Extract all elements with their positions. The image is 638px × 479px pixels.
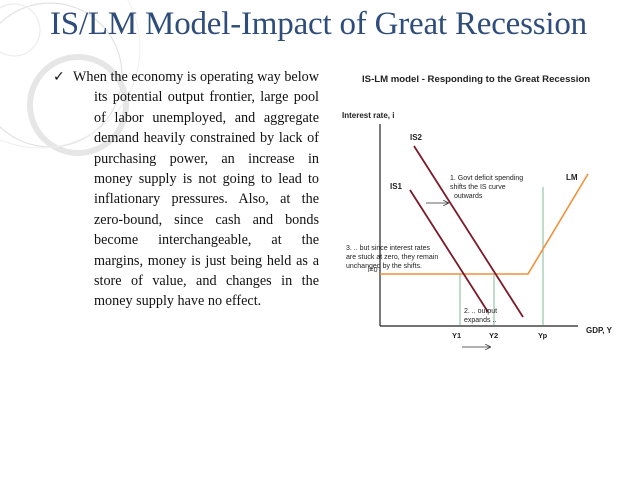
- lm-curve: [380, 173, 589, 275]
- is1-curve: [409, 189, 489, 313]
- deco-circle-small: [0, 3, 41, 57]
- annotation-3-line-1: 3. .. but since interest rates: [346, 245, 431, 252]
- annotation-2-line-1: 2. .. output: [464, 308, 497, 315]
- y2-label: Y2: [489, 331, 498, 340]
- annotation-3: 3. .. but since interest rates are stuck…: [346, 245, 440, 270]
- bullet-text: When the economy is operating way below …: [73, 69, 319, 310]
- yp-label: Yp: [538, 331, 548, 340]
- y-axis-label: Interest rate, i: [342, 111, 394, 120]
- checkmark-icon: ✓: [53, 69, 65, 85]
- y1-label: Y1: [452, 331, 461, 340]
- diagram-title: IS-LM model - Responding to the Great Re…: [362, 74, 590, 85]
- annotation-2-line-2: expands ..: [464, 317, 496, 324]
- is2-label: IS2: [410, 133, 423, 142]
- annotation-2: 2. .. output expands ..: [464, 308, 499, 324]
- annotation-1-line-1: 1. Govt deficit spending: [450, 175, 523, 182]
- lm-label: LM: [566, 173, 578, 182]
- annotation-1-line-2: shifts the IS curve: [450, 184, 506, 191]
- annotation-3-line-2: are stuck at zero, they remain: [346, 254, 438, 261]
- x-axis-label: GDP, Y: [586, 326, 613, 335]
- islm-diagram: IS-LM model - Responding to the Great Re…: [342, 74, 613, 362]
- slide-title: IS/LM Model-Impact of Great Recession: [50, 6, 587, 42]
- annotation-3-line-3: unchanged by the shifts.: [346, 263, 422, 270]
- is2-curve: [413, 145, 524, 318]
- is1-label: IS1: [390, 182, 403, 191]
- bullet-point: ✓ When the economy is operating way belo…: [53, 67, 319, 312]
- annotation-1: 1. Govt deficit spending shifts the IS c…: [450, 175, 525, 200]
- annotation-1-line-3: outwards: [454, 193, 483, 200]
- i0-label: i=0: [368, 267, 378, 274]
